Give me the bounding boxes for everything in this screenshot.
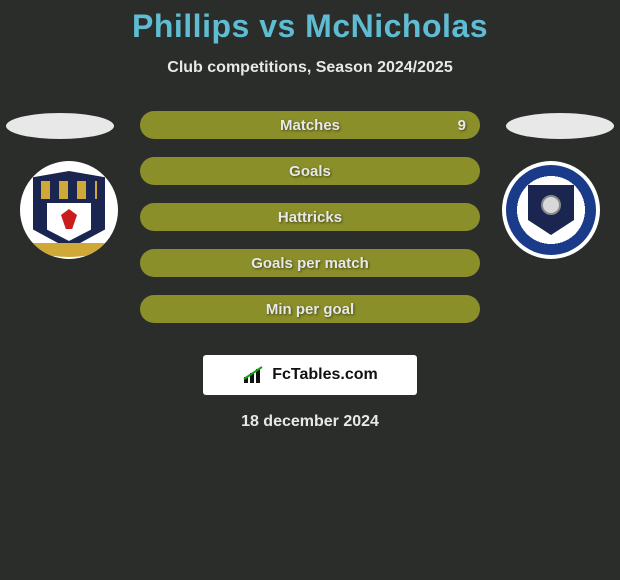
stat-row-goals: Goals — [140, 157, 480, 185]
stat-row-hattricks: Hattricks — [140, 203, 480, 231]
player-marker-left — [6, 113, 114, 139]
stat-row-matches: Matches 9 — [140, 111, 480, 139]
stat-right-value: 9 — [458, 117, 466, 134]
player-marker-right — [506, 113, 614, 139]
club-crest-right — [502, 161, 600, 259]
stat-label: Min per goal — [266, 301, 354, 318]
stat-row-min-per-goal: Min per goal — [140, 295, 480, 323]
rochdale-crest-icon — [506, 165, 596, 255]
date-label: 18 december 2024 — [0, 413, 620, 431]
stat-label: Goals per match — [251, 255, 369, 272]
club-crest-left — [20, 161, 118, 259]
subtitle: Club competitions, Season 2024/2025 — [0, 59, 620, 77]
attribution-badge[interactable]: FcTables.com — [203, 355, 417, 395]
stat-rows: Matches 9 Goals Hattricks Goals per matc… — [140, 111, 480, 323]
chart-icon — [242, 365, 268, 385]
stat-label: Goals — [289, 163, 331, 180]
stat-label: Hattricks — [278, 209, 342, 226]
stat-label: Matches — [280, 117, 340, 134]
page-title: Phillips vs McNicholas — [0, 8, 620, 45]
comparison-area: Matches 9 Goals Hattricks Goals per matc… — [0, 113, 620, 333]
stat-row-goals-per-match: Goals per match — [140, 249, 480, 277]
header: Phillips vs McNicholas Club competitions… — [0, 0, 620, 77]
attribution-text: FcTables.com — [272, 366, 378, 384]
tamworth-crest-icon — [24, 165, 114, 255]
